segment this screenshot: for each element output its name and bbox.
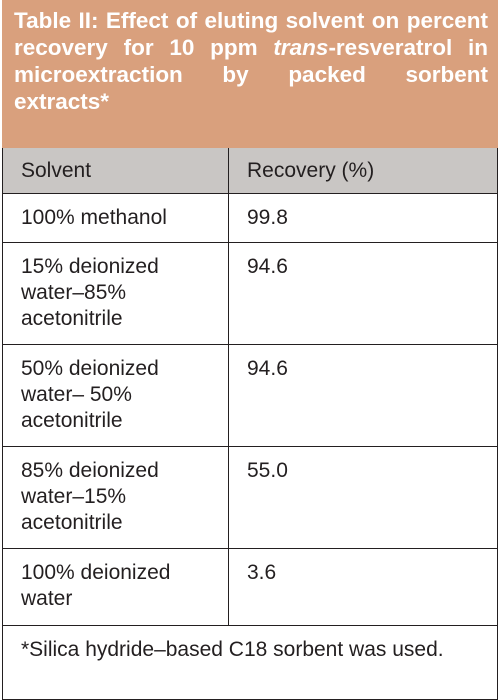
solvent-cell: 100% methanol — [2, 193, 229, 243]
table-row: 50% deionized water– 50% acetonitrile 94.… — [2, 344, 498, 447]
solvent-cell: 100% deionized water — [2, 548, 229, 626]
recovery-cell: 99.8 — [228, 193, 498, 243]
recovery-cell: 94.6 — [228, 344, 498, 447]
recovery-cell: 94.6 — [228, 242, 498, 345]
header-cell: Solvent — [2, 148, 229, 194]
header-row: Solvent Recovery (%) — [2, 148, 498, 194]
solvent-cell: 50% deionized water– 50% acetonitrile — [2, 344, 229, 447]
recovery-cell: 3.6 — [228, 548, 498, 626]
table-title: Table II: Effect of eluting solvent on p… — [2, 0, 498, 148]
solvent-cell: 15% deionized water–85% acetonitrile — [2, 242, 229, 345]
title-italic: trans — [273, 35, 329, 60]
table-row: 100% methanol 99.8 — [2, 193, 498, 243]
recovery-cell: 55.0 — [228, 446, 498, 549]
footnote: *Silica hydride–based C18 sorbent was us… — [2, 626, 498, 700]
data-table: Solvent Recovery (%) 100% methanol 99.8 15… — [2, 148, 498, 626]
header-cell: Recovery (%) — [228, 148, 498, 194]
title-text: Table II: Effect of eluting solvent on p… — [14, 8, 488, 60]
solvent-cell: 85% deionized water–15% acetonitrile — [2, 446, 229, 549]
table-row: 15% deionized water–85% acetonitrile 94.6 — [2, 242, 498, 345]
table-row: 85% deionized water–15% acetonitrile 55.0 — [2, 446, 498, 549]
table-row: 100% deionized water 3.6 — [2, 548, 498, 626]
title-text: -resveratrol in microextraction by packe… — [14, 35, 489, 114]
